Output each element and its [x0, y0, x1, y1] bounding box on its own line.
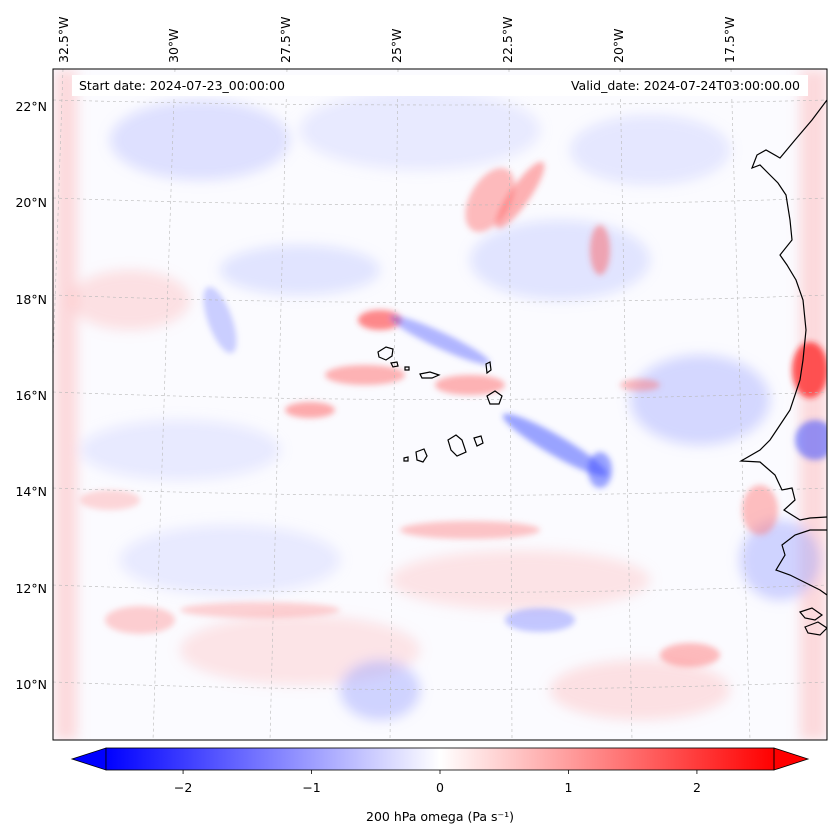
island-brava [403, 456, 409, 462]
omega-field [55, 70, 827, 740]
coastline-guinea-bissau [775, 529, 827, 596]
lon-label-30w: 30°W [166, 28, 181, 63]
lat-label-20n: 20°N [15, 195, 47, 210]
lon-label-22-5w: 22.5°W [500, 17, 515, 63]
lon-label-17-5w: 17.5°W [722, 17, 737, 63]
coastline-west-africa [738, 99, 827, 521]
colorbar: −2 −1 0 1 2 200 hPa omega (Pa s⁻¹) [70, 747, 810, 824]
gridline-lon-22-5w [508, 69, 513, 740]
map-frame [52, 68, 828, 741]
coastlines [377, 99, 827, 636]
lat-label-12n: 12°N [15, 581, 47, 596]
gridline-lat-22n [53, 99, 827, 106]
gridline-lat-10n [53, 681, 827, 690]
gridline-lat-16n [53, 391, 827, 400]
colorbar-tick-label: 1 [564, 780, 572, 795]
lon-label-20w: 20°W [611, 28, 626, 63]
coastline-guinea [804, 621, 827, 636]
colorbar-extend-min [70, 747, 107, 771]
island-boa-vista [486, 390, 503, 405]
gridline-lat-18n [53, 294, 827, 303]
gridline-lon-30w [152, 69, 176, 740]
lat-label-22n: 22°N [15, 99, 47, 114]
colorbar-tick-label: 0 [436, 780, 444, 795]
colorbar-ticks: −2 −1 0 1 2 [174, 770, 701, 795]
island-fogo [415, 448, 428, 463]
start-date-label: Start date: 2024-07-23_00:00:00 [79, 78, 285, 93]
map-panel: Start date: 2024-07-23_00:00:00 Valid_da… [52, 68, 828, 741]
gridline-lon-25w [389, 69, 399, 740]
lat-label-14n: 14°N [15, 484, 47, 499]
lat-label-10n: 10°N [15, 677, 47, 692]
gridline-lon-17-5w [730, 69, 751, 740]
lon-label-32-5w: 32.5°W [56, 17, 71, 63]
cabo-verde-islands [377, 346, 503, 463]
colorbar-tick-label: 2 [693, 780, 701, 795]
colorbar-tick-label: −1 [302, 780, 320, 795]
colorbar-label: 200 hPa omega (Pa s⁻¹) [366, 809, 514, 824]
island-santo-antao [377, 346, 394, 361]
lon-label-27-5w: 27.5°W [278, 17, 293, 63]
longitude-labels: 32.5°W 30°W 27.5°W 25°W 22.5°W 20°W 17.5… [56, 17, 737, 63]
coastline-bijagos [798, 607, 824, 621]
valid-date-label: Valid_date: 2024-07-24T03:00:00.00 [571, 78, 800, 93]
gridline-lat-20n [53, 197, 827, 206]
colorbar-extend-max [773, 747, 810, 771]
info-box-background [72, 75, 808, 96]
island-santiago [447, 434, 467, 457]
omega-field-broad [55, 70, 827, 740]
island-maio [473, 435, 484, 447]
omega-field-features [80, 161, 827, 667]
gridline-lat-14n [53, 487, 827, 496]
date-info-box: Start date: 2024-07-23_00:00:00 Valid_da… [72, 75, 808, 96]
island-sao-vicente [390, 361, 399, 368]
gridline-lon-27-5w [269, 69, 288, 740]
map-gridlines [53, 69, 827, 740]
colorbar-tick-label: −2 [174, 780, 192, 795]
gridline-lat-12n [53, 584, 827, 593]
island-sal [485, 361, 492, 375]
lat-label-18n: 18°N [15, 292, 47, 307]
colorbar-gradient [106, 748, 774, 770]
lat-label-16n: 16°N [15, 388, 47, 403]
gridline-lon-20w [619, 69, 633, 740]
island-sao-nicolau [419, 371, 441, 379]
island-santa-luzia [404, 366, 410, 371]
lon-label-25w: 25°W [389, 28, 404, 63]
latitude-labels: 22°N 20°N 18°N 16°N 14°N 12°N 10°N [15, 99, 47, 692]
